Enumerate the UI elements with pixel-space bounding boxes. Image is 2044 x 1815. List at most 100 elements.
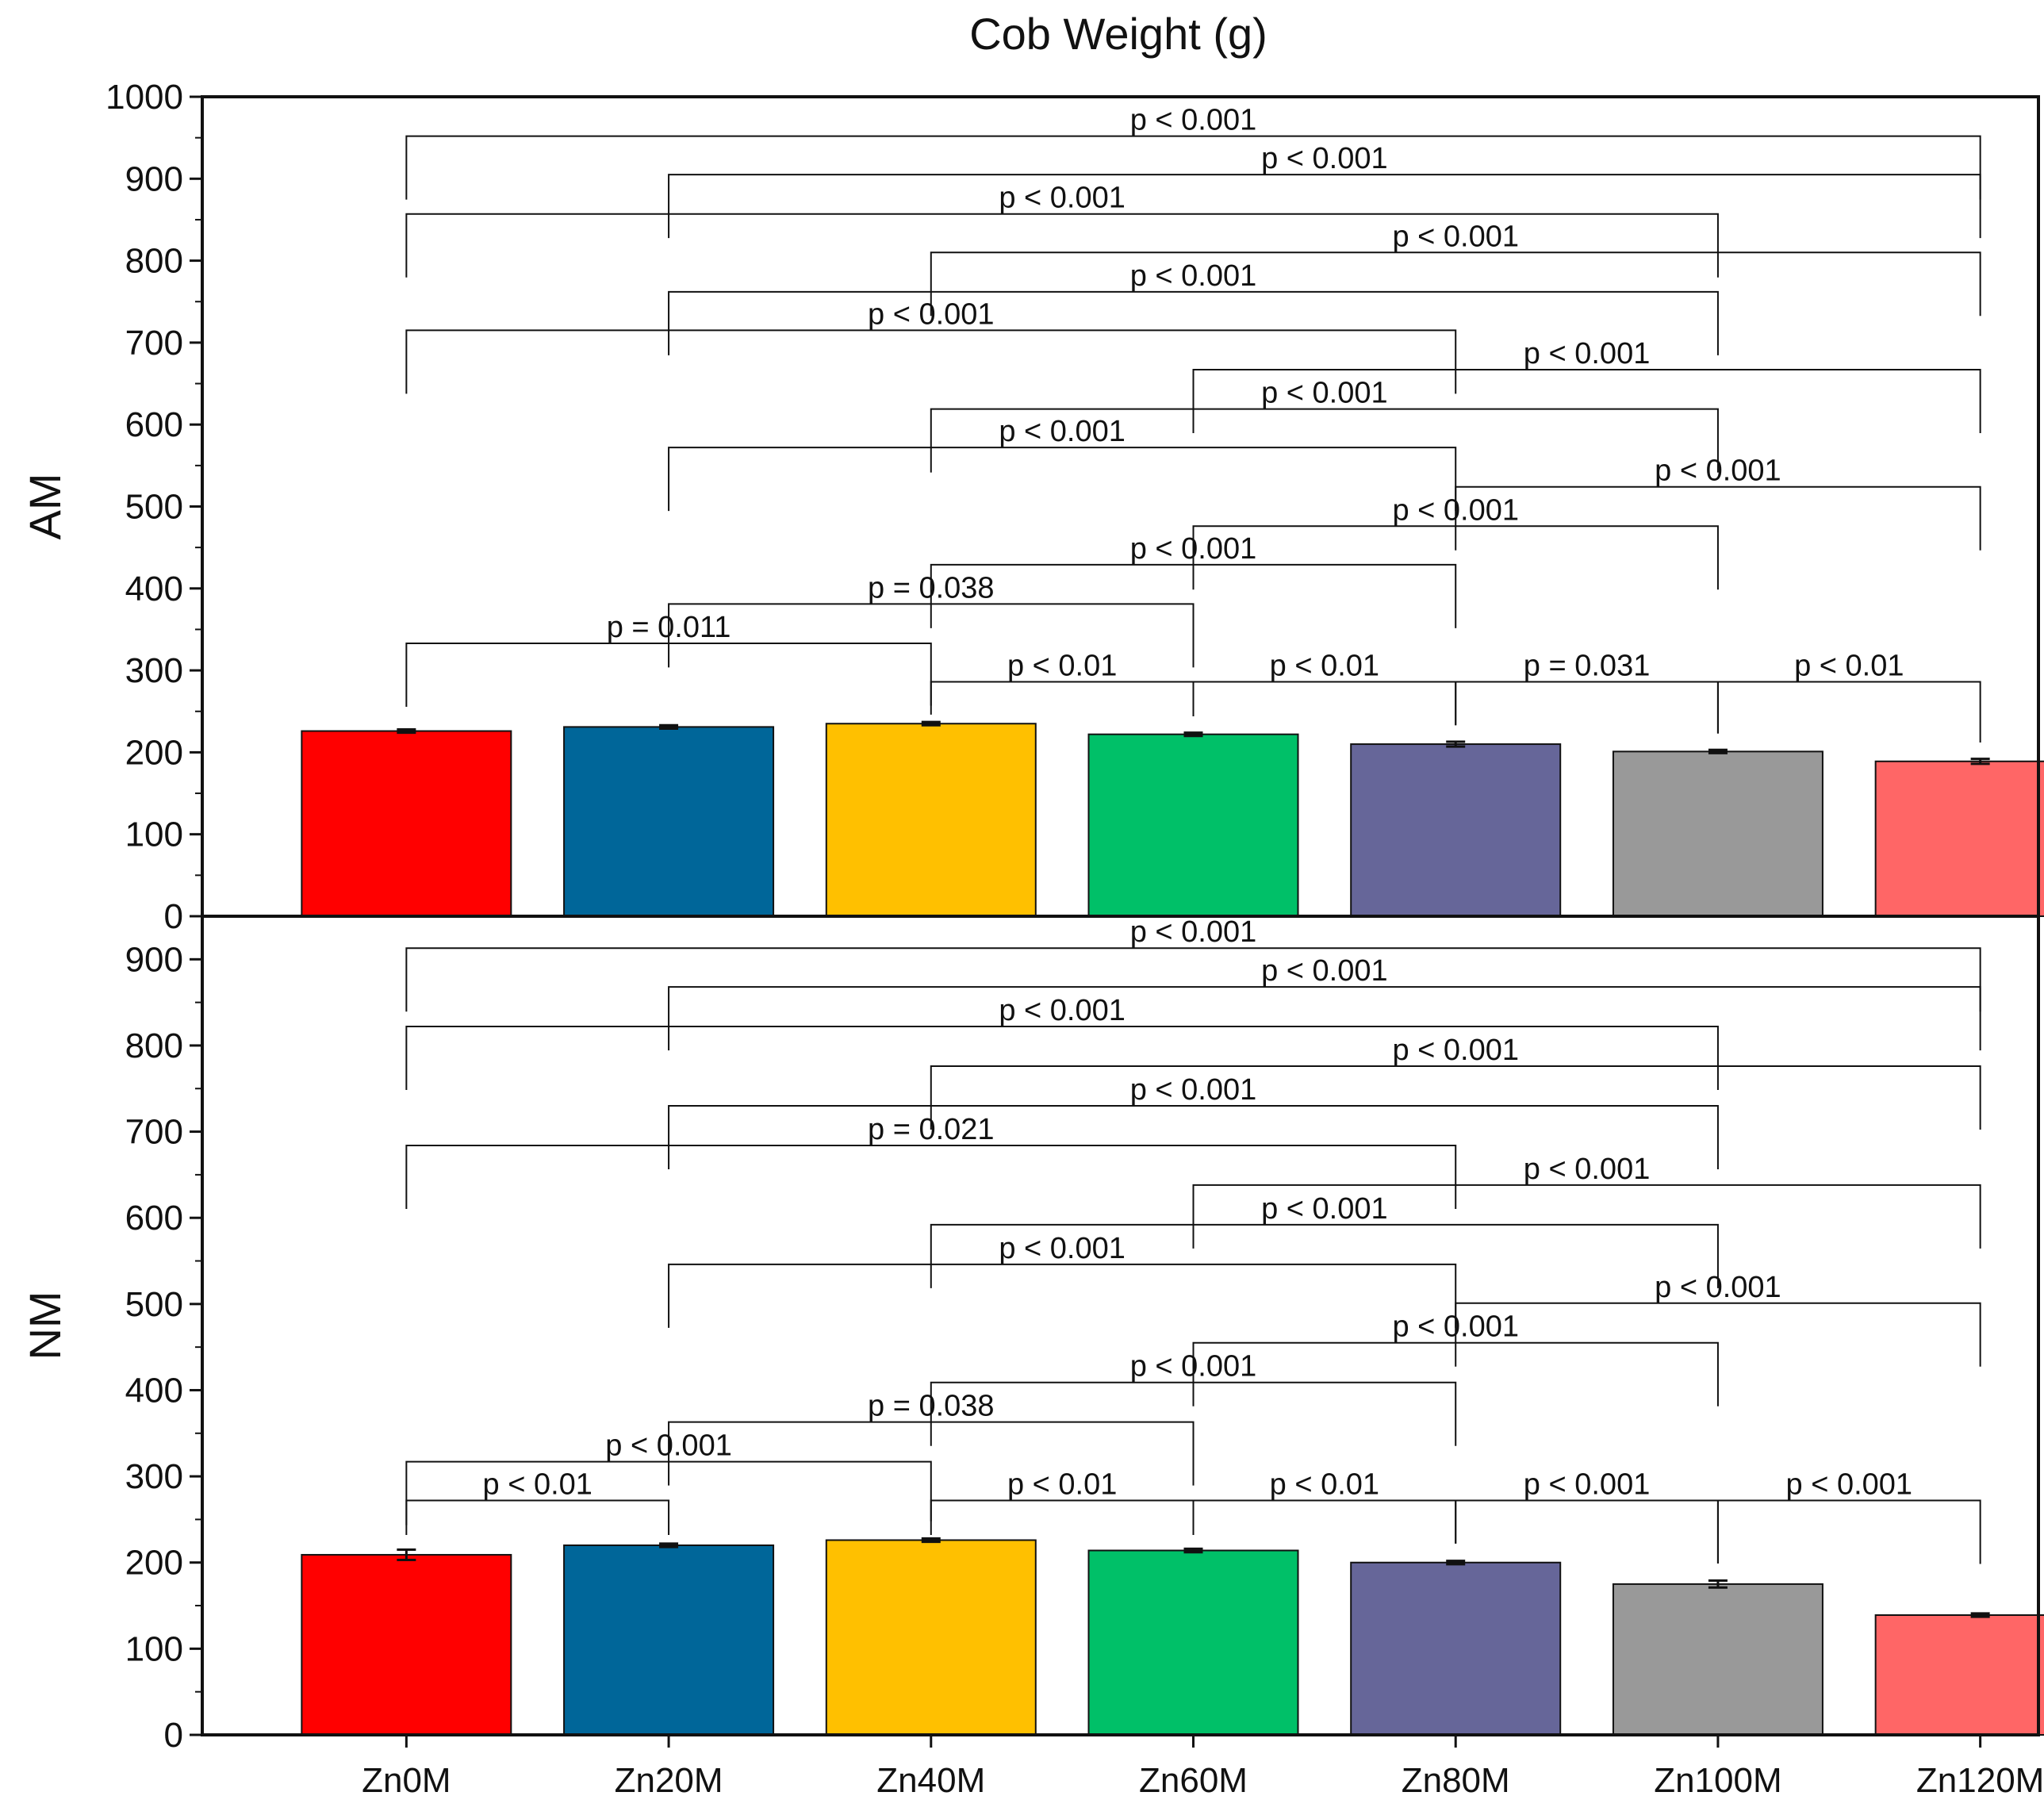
comparison-label: p < 0.001 [1392,220,1519,253]
comparison-bracket: p < 0.01 [1192,650,1457,726]
y-tick-label: 200 [125,1544,183,1583]
comparison-label: p < 0.001 [1392,1034,1519,1067]
comparison-bracket: p = 0.038 [668,571,1195,668]
bar-nm-zn120m [1874,1614,2044,1736]
y-tick-label: 100 [125,815,183,854]
x-tick-label-zn20m: Zn20M [615,1761,723,1800]
comparison-label: p < 0.001 [999,1232,1126,1265]
comparison-bracket: p < 0.001 [930,1350,1457,1446]
bar-am-zn0m [301,730,512,917]
comparison-bracket: p < 0.001 [668,1073,1719,1169]
y-tick-label: 400 [125,1371,183,1410]
comparison-bracket: p = 0.021 [405,1113,1457,1209]
error-bar-nm-zn80m [1446,1560,1466,1566]
comparison-bracket: p < 0.001 [1192,1153,1981,1249]
y-tick-label: 500 [125,488,183,527]
y-tick-label: 900 [125,940,183,979]
comparison-label: p < 0.01 [1007,650,1117,683]
error-bar-am-zn20m [659,723,679,730]
error-bar-am-zn80m [1446,740,1466,748]
bar-am-zn120m [1874,760,2044,917]
bar-am-zn60m [1087,733,1299,918]
bar-nm-zn40m [825,1539,1037,1736]
comparison-label: p < 0.001 [1524,337,1651,370]
comparison-bracket: p < 0.001 [1716,1468,1981,1564]
y-tick-label: 1000 [105,78,183,117]
y-tick-label: 800 [125,242,183,281]
y-tick-label: 700 [125,1113,183,1152]
y-tick-label: 200 [125,733,183,772]
comparison-label: p < 0.01 [1270,650,1379,683]
comparison-bracket: p < 0.001 [930,532,1457,628]
comparison-bracket: p < 0.001 [405,1429,932,1525]
error-bar-nm-zn20m [659,1542,679,1548]
comparison-label: p = 0.011 [607,611,731,644]
y-tick-label: 0 [164,1716,183,1755]
x-tick-label-zn40m: Zn40M [876,1761,985,1800]
x-tick-label-zn80m: Zn80M [1402,1761,1510,1800]
comparison-label: p < 0.001 [1524,1153,1651,1186]
comparison-label: p < 0.001 [999,182,1126,215]
comparison-bracket: p < 0.001 [1455,455,1981,551]
comparison-bracket: p = 0.038 [668,1390,1195,1486]
error-bar-am-zn120m [1970,758,1990,766]
y-tick-label: 800 [125,1026,183,1065]
comparison-label: p < 0.001 [1130,915,1257,949]
comparison-bracket: p < 0.001 [930,220,1981,317]
error-bar-am-zn100m [1708,748,1728,754]
y-tick-label: 0 [164,897,183,936]
comparison-label: p = 0.038 [868,1390,995,1423]
comparison-bracket: p < 0.001 [668,1232,1457,1328]
comparison-bracket: p < 0.01 [930,1468,1195,1535]
comparison-label: p = 0.031 [1524,650,1651,683]
comparison-label: p < 0.01 [1270,1468,1379,1502]
comparison-bracket: p < 0.001 [1192,493,1719,590]
error-bar-am-zn0m [397,727,416,735]
comparison-bracket: p < 0.001 [930,377,1719,473]
comparison-label: p < 0.001 [1130,1073,1257,1107]
comparison-label: p < 0.01 [1794,650,1904,683]
y-axis-title-nm: NM [20,1291,70,1360]
comparison-label: p < 0.001 [999,994,1126,1027]
bar-am-zn40m [825,723,1037,917]
comparison-bracket: p < 0.01 [1716,650,1981,743]
y-tick-label: 300 [125,1457,183,1496]
x-tick-label-zn0m: Zn0M [362,1761,451,1800]
y-tick-label: 400 [125,570,183,608]
comparison-label: p < 0.001 [1392,1310,1519,1344]
bar-nm-zn60m [1087,1549,1299,1736]
comparison-label: p < 0.001 [868,297,995,331]
y-axis-title-am: AM [20,474,70,540]
comparison-label: p < 0.001 [1130,532,1257,566]
comparison-label: p < 0.001 [1130,259,1257,293]
comparison-bracket: p < 0.001 [668,259,1719,355]
comparison-bracket: p < 0.001 [1192,1310,1719,1406]
x-tick-label-zn100m: Zn100M [1654,1761,1781,1800]
comparison-bracket: p < 0.001 [930,1034,1981,1130]
comparison-bracket: p = 0.011 [405,611,932,708]
comparison-label: p < 0.001 [1655,455,1781,488]
y-tick-label: 700 [125,324,183,363]
comparison-bracket: p < 0.001 [405,297,1457,394]
error-bar-nm-zn120m [1970,1612,1990,1618]
bar-am-zn20m [563,726,775,918]
comparison-bracket: p < 0.001 [405,182,1719,278]
y-tick-label: 600 [125,405,183,444]
comparison-bracket: p < 0.001 [1192,337,1981,433]
comparison-bracket: p < 0.001 [668,415,1457,512]
x-tick-label-zn60m: Zn60M [1139,1761,1248,1800]
comparison-label: p < 0.001 [605,1429,732,1463]
comparison-bracket: p < 0.001 [405,104,1981,200]
comparison-label: p < 0.01 [1007,1468,1117,1502]
error-bar-am-zn60m [1183,731,1203,738]
y-tick-label: 500 [125,1285,183,1324]
comparison-label: p < 0.001 [1524,1468,1651,1502]
error-bar-am-zn40m [921,720,941,727]
y-tick-label: 300 [125,651,183,690]
comparison-bracket: p < 0.001 [1455,1271,1981,1367]
comparison-bracket: p < 0.001 [405,994,1719,1091]
comparison-label: p < 0.001 [1261,142,1388,175]
